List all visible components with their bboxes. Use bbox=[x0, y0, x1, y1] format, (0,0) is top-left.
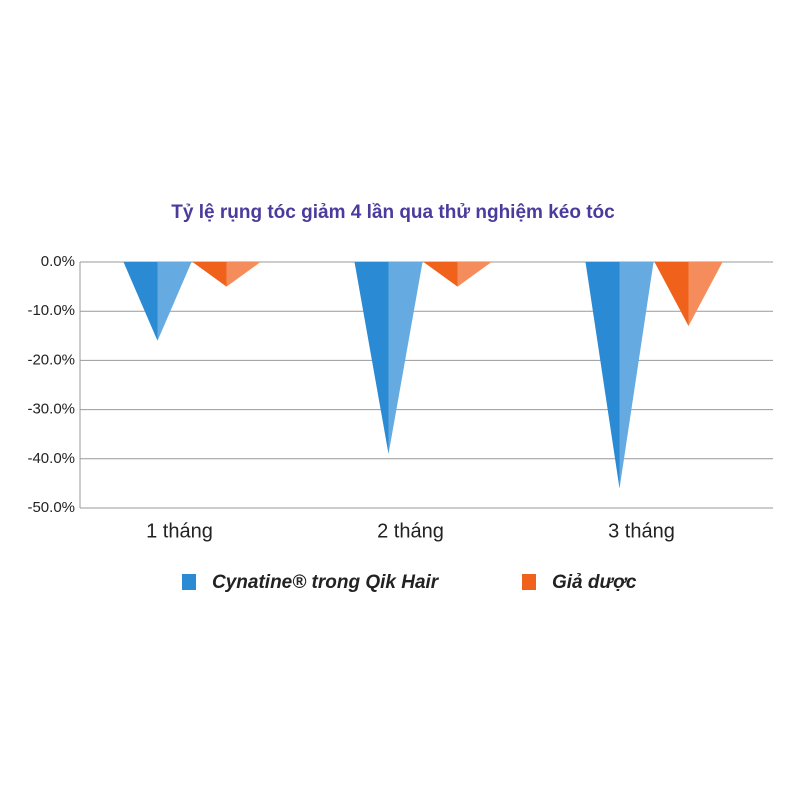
cone-highlight bbox=[619, 262, 654, 489]
chart-title: Tỷ lệ rụng tóc giảm 4 lần qua thử nghiệm… bbox=[171, 202, 615, 223]
cone-highlight bbox=[157, 262, 192, 341]
x-tick-label: 2 tháng bbox=[377, 520, 444, 542]
y-tick-label: -50.0% bbox=[27, 499, 75, 516]
cone-bar bbox=[423, 262, 492, 287]
cone-highlight bbox=[457, 262, 492, 287]
cone-bar bbox=[354, 262, 423, 454]
x-tick-label: 3 tháng bbox=[608, 520, 675, 542]
y-tick-label: -20.0% bbox=[27, 351, 75, 368]
y-tick-label: -40.0% bbox=[27, 450, 75, 467]
legend-swatch bbox=[522, 574, 536, 590]
cone-highlight bbox=[226, 262, 261, 287]
y-tick-label: 0.0% bbox=[41, 253, 75, 270]
cone-bar bbox=[654, 262, 723, 326]
cone-bar bbox=[585, 262, 654, 489]
y-tick-label: -30.0% bbox=[27, 401, 75, 418]
y-tick-label: -10.0% bbox=[27, 302, 75, 319]
legend-label: Giả dược bbox=[552, 572, 637, 593]
legend-swatch bbox=[182, 574, 196, 590]
x-tick-label: 1 tháng bbox=[146, 520, 213, 542]
legend-label: Cynatine® trong Qik Hair bbox=[212, 572, 440, 593]
cone-bar bbox=[123, 262, 192, 341]
cone-highlight bbox=[388, 262, 423, 454]
cone-bar bbox=[192, 262, 261, 287]
cone-highlight bbox=[688, 262, 723, 326]
